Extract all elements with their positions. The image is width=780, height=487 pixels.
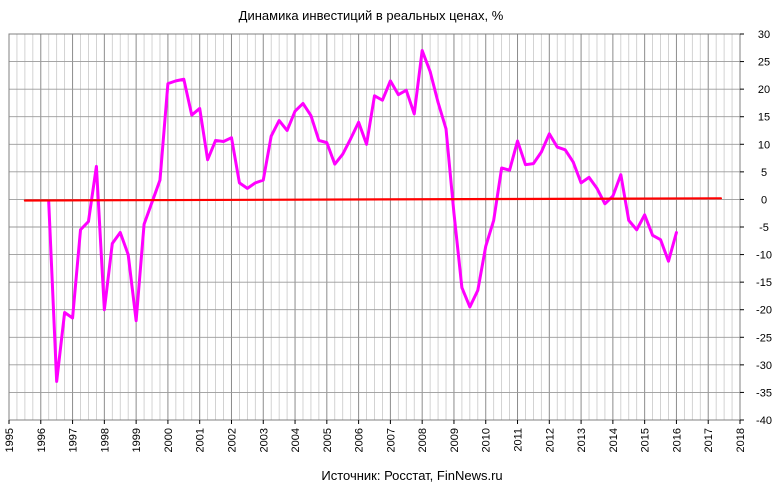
y-tick-label: 5 — [761, 167, 767, 179]
x-tick-label: 2004 — [290, 428, 302, 452]
x-tick-label: 2002 — [226, 428, 238, 452]
x-axis: 1995 1996 1997 1998 1999 2000 2001 2002 2003 2004… — [4, 420, 747, 452]
y-tick-label: 10 — [758, 139, 770, 151]
x-tick-label: 2014 — [608, 428, 620, 452]
y-tick-label: -20 — [756, 305, 772, 317]
series-layer — [23, 49, 723, 383]
series-line-zero-baseline — [23, 197, 723, 202]
y-tick-label: -5 — [759, 222, 769, 234]
x-tick-label: 2010 — [481, 428, 493, 452]
y-tick-label: -15 — [756, 277, 772, 289]
x-tick-label: 2001 — [195, 428, 207, 452]
y-axis: 30 25 20 15 10 5 0 -5 -10 -15 -20 -25 -30 -35 -40 — [740, 29, 772, 427]
source-note: Источник: Росстат, FinNews.ru — [321, 468, 502, 483]
x-tick-label: 2007 — [385, 428, 397, 452]
x-tick-label: 1995 — [4, 428, 16, 452]
x-tick-label: 1996 — [36, 428, 48, 452]
x-tick-label: 2012 — [544, 428, 556, 452]
x-tick-label: 2015 — [640, 428, 652, 452]
x-tick-label: 2016 — [671, 428, 683, 452]
y-tick-label: 30 — [758, 29, 770, 41]
x-tick-label: 2011 — [513, 428, 525, 452]
x-tick-label: 2003 — [258, 428, 270, 452]
y-tick-label: -10 — [756, 250, 772, 262]
x-tick-label: 2013 — [576, 428, 588, 452]
x-tick-label: 2006 — [354, 428, 366, 452]
y-tick-label: 20 — [758, 84, 770, 96]
chart-title: Динамика инвестиций в реальных ценах, % — [239, 8, 504, 23]
grid — [8, 33, 741, 421]
x-tick-label: 2009 — [449, 428, 461, 452]
y-tick-label: 25 — [758, 57, 770, 69]
x-tick-label: 1998 — [99, 428, 111, 452]
y-tick-label: 0 — [761, 194, 767, 206]
x-tick-label: 2005 — [322, 428, 334, 452]
y-tick-label: 15 — [758, 112, 770, 124]
series-line-investment — [47, 49, 678, 383]
y-tick-label: -35 — [756, 387, 772, 399]
x-tick-label: 1999 — [131, 428, 143, 452]
y-tick-label: -30 — [756, 360, 772, 372]
x-tick-label: 1997 — [68, 428, 80, 452]
x-tick-label: 2017 — [703, 428, 715, 452]
y-tick-label: -40 — [756, 415, 772, 427]
x-tick-label: 2008 — [417, 428, 429, 452]
y-tick-label: -25 — [756, 332, 772, 344]
x-tick-label: 2018 — [735, 428, 747, 452]
x-tick-label: 2000 — [163, 428, 175, 452]
